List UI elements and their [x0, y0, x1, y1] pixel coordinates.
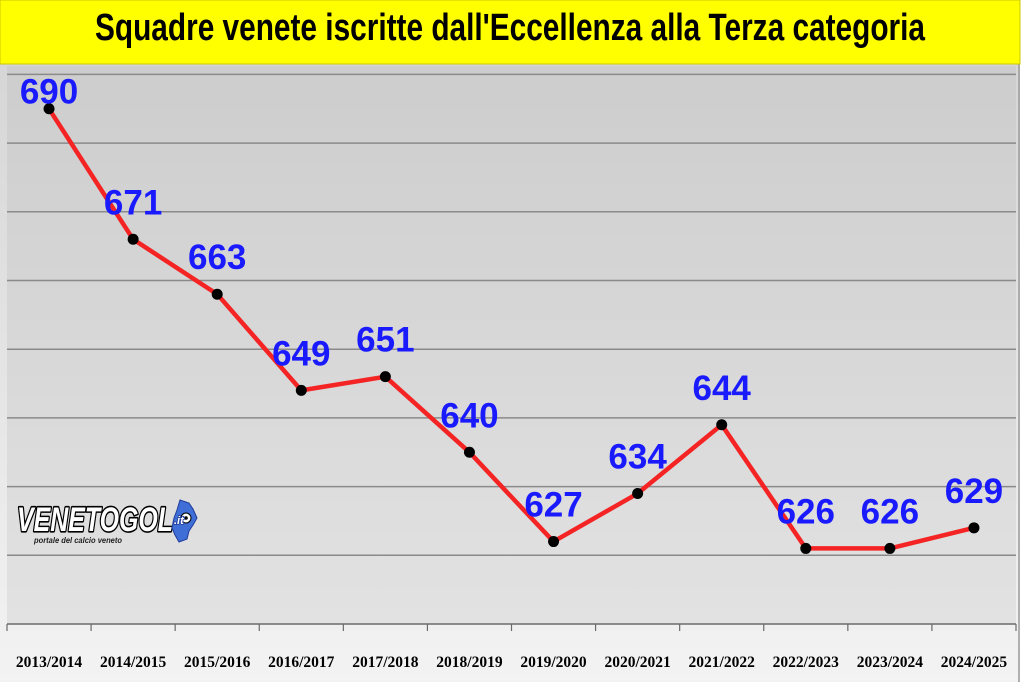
logo-domain-suffix: .it [174, 515, 185, 527]
x-tick-label-2017-2018: 2017/2018 [352, 654, 419, 671]
x-tick-label-2015-2016: 2015/2016 [184, 654, 251, 671]
data-label-2022-2023: 626 [777, 492, 835, 531]
venetogol-logo: VENETOGOL .it portale del calcio veneto [15, 499, 198, 545]
series-line [46, 106, 977, 551]
data-label-2015-2016: 663 [188, 238, 246, 277]
x-tick-label-2019-2020: 2019/2020 [520, 654, 587, 671]
x-axis: 2013/2014 2014/2015 2015/2016 2016/2017 2017… [6, 623, 1017, 671]
data-point-2013-2014 [43, 103, 55, 115]
logo-tagline: portale del calcio veneto [33, 536, 122, 545]
data-label-2013-2014: 690 [20, 72, 78, 111]
data-point-2018-2019 [463, 446, 475, 458]
series-group [43, 103, 980, 554]
data-point-2021-2022 [716, 419, 728, 431]
data-point-2017-2018 [379, 371, 391, 383]
x-tick-label-2023-2024: 2023/2024 [857, 654, 924, 671]
x-tick-label-2014-2015: 2014/2015 [100, 654, 167, 671]
x-tick-label-2020-2021: 2020/2021 [604, 654, 670, 671]
data-point-2022-2023 [800, 542, 812, 554]
x-tick-label-2016-2017: 2016/2017 [268, 654, 335, 671]
data-point-2015-2016 [211, 288, 223, 300]
data-point-2024-2025 [968, 522, 980, 534]
x-tick-label-2018-2019: 2018/2019 [436, 654, 503, 671]
data-label-2018-2019: 640 [440, 396, 498, 435]
data-label-2024-2025: 629 [945, 472, 1003, 511]
data-point-2016-2017 [295, 384, 307, 396]
data-labels: 690 671 663 649 651 640 627 634 644 626 626 629 [20, 72, 1003, 531]
gridlines [7, 73, 1016, 557]
data-point-2019-2020 [548, 536, 560, 548]
data-label-2017-2018: 651 [356, 321, 414, 360]
data-label-2023-2024: 626 [861, 492, 919, 531]
chart-title: Squadre venete iscritte dall'Eccellenza … [95, 7, 926, 49]
x-tick-label-2022-2023: 2022/2023 [773, 654, 840, 671]
data-point-2014-2015 [127, 233, 139, 245]
data-label-2014-2015: 671 [104, 183, 162, 222]
soccer-ball-icon [180, 512, 192, 524]
data-label-2016-2017: 649 [272, 334, 330, 373]
x-tick-label-2013-2014: 2013/2014 [16, 654, 83, 671]
data-label-2021-2022: 644 [693, 369, 752, 408]
data-point-2023-2024 [884, 542, 896, 554]
data-label-2020-2021: 634 [608, 437, 667, 476]
title-bar [0, 0, 1021, 65]
data-label-2019-2020: 627 [524, 486, 582, 525]
plot-area [7, 66, 1016, 624]
x-tick-label-2024-2025: 2024/2025 [941, 654, 1008, 671]
x-tick-label-2021-2022: 2021/2022 [689, 654, 756, 671]
data-point-2020-2021 [632, 487, 644, 499]
logo-wordmark: VENETOGOL [17, 501, 173, 539]
